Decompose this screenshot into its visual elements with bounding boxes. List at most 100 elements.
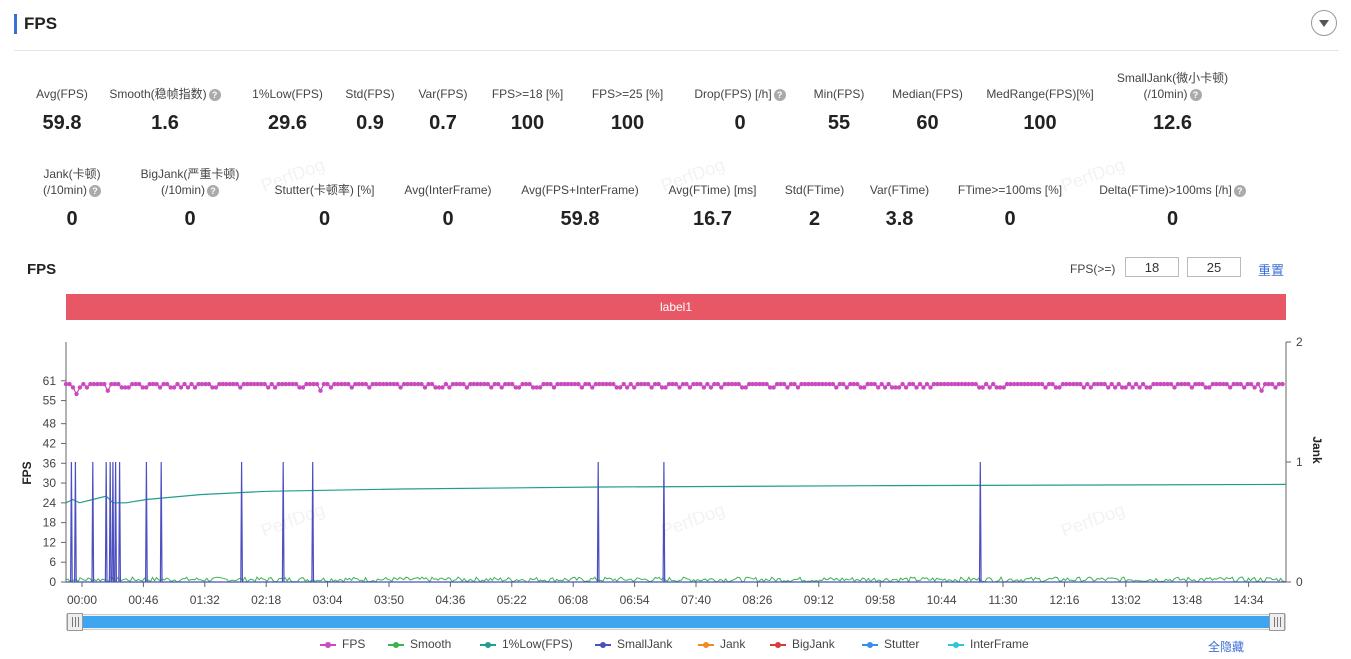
legend-item-stutter[interactable]: Stutter — [862, 637, 919, 651]
fps-point — [987, 385, 992, 390]
reset-link[interactable]: 重置 — [1258, 263, 1285, 278]
metric-label: Min(FPS) — [800, 86, 878, 102]
fps-point — [869, 381, 874, 387]
fps-point — [419, 381, 424, 387]
fps-point — [91, 381, 97, 387]
legend-item-smalljank[interactable]: SmallJank — [595, 637, 672, 651]
help-icon[interactable]: ? — [89, 184, 101, 197]
fps-point — [607, 381, 612, 387]
time-range-slider[interactable] — [66, 612, 1286, 632]
fps-point — [262, 381, 267, 387]
fps-point — [799, 381, 804, 387]
fps-point — [701, 385, 707, 390]
fps-point — [1193, 381, 1198, 387]
help-icon[interactable]: ? — [773, 88, 786, 101]
series-smooth-line — [65, 575, 1285, 583]
legend-item-interframe[interactable]: InterFrame — [948, 637, 1029, 651]
metric-8-row2: FTime>=100ms [%] 0 — [945, 182, 1075, 231]
slider-handle-right[interactable] — [1269, 613, 1285, 631]
fps-point — [827, 381, 832, 387]
fps-point — [1008, 381, 1013, 387]
metric-label: Avg(InterFrame) — [392, 182, 504, 198]
metric-label: Drop(FPS) [/h]? — [680, 86, 800, 102]
fps-point — [579, 385, 585, 390]
help-icon[interactable]: ? — [1189, 88, 1202, 101]
metric-5-row2: Avg(FTime) [ms] 16.7 — [655, 182, 770, 231]
metric-label-text: 1%Low(FPS) — [252, 87, 323, 101]
fps-point — [1015, 381, 1020, 387]
x-tick-label: 01:32 — [190, 593, 220, 607]
fps-point — [1248, 381, 1254, 387]
fps-point — [367, 385, 372, 390]
fps-point — [572, 381, 578, 387]
fps-point — [691, 381, 696, 387]
legend-item-jank[interactable]: Jank — [698, 637, 745, 651]
x-tick-label: 09:12 — [804, 593, 834, 607]
fps-point — [1050, 381, 1055, 387]
fps-point — [694, 381, 700, 387]
fps-point — [935, 381, 940, 387]
fps-point — [841, 381, 846, 387]
fps-point — [241, 381, 246, 387]
fps-point — [914, 385, 919, 390]
fps-point — [499, 385, 504, 390]
slider-handle-left[interactable] — [67, 613, 83, 631]
x-tick-label: 13:02 — [1111, 593, 1141, 607]
help-icon[interactable]: ? — [208, 88, 221, 101]
x-tick-label: 11:30 — [988, 593, 1017, 607]
fps-point — [516, 385, 522, 390]
y-tick-label: 30 — [43, 476, 57, 490]
help-icon[interactable]: ? — [1233, 184, 1246, 197]
label-bar[interactable]: label1 — [66, 294, 1286, 320]
fps-point — [1043, 385, 1048, 390]
fps-point — [126, 385, 131, 390]
fps-point — [231, 381, 236, 387]
fps-point — [238, 385, 243, 390]
fps-point — [558, 381, 564, 387]
metric-value: 59.8 — [560, 208, 600, 230]
hide-all-button[interactable]: 全隐藏 — [1208, 640, 1245, 654]
collapse-button[interactable] — [1311, 10, 1337, 36]
legend-item-fps[interactable]: FPS — [320, 637, 365, 651]
slider-selection[interactable] — [74, 616, 1276, 628]
fps-point — [1161, 381, 1167, 387]
fps-threshold-input-1[interactable] — [1125, 257, 1179, 277]
metric-label: FTime>=100ms [%] — [945, 182, 1075, 198]
fps-point — [297, 385, 302, 390]
metric-value: 0.7 — [429, 112, 457, 134]
x-tick-label: 08:26 — [742, 593, 772, 607]
fps-point — [708, 385, 714, 390]
fps-point — [1018, 381, 1024, 387]
metric-value: 1.6 — [151, 112, 179, 134]
legend-item-bigjank[interactable]: BigJank — [770, 637, 835, 651]
fps-point — [858, 385, 863, 390]
metric-label-text: FPS>=18 [%] — [491, 87, 564, 101]
metric-value: 16.7 — [693, 208, 732, 230]
fps-point — [185, 385, 191, 390]
chevron-down-icon — [1319, 20, 1329, 27]
legend-item-1-low-fps-[interactable]: 1%Low(FPS) — [480, 637, 573, 651]
fps-point — [576, 381, 581, 387]
fps-point — [1088, 385, 1094, 390]
fps-point — [1175, 381, 1181, 387]
fps-point — [1186, 381, 1191, 387]
fps-point — [1179, 381, 1184, 387]
fps-point — [206, 381, 212, 387]
fps-point — [715, 381, 720, 387]
fps-point — [562, 381, 567, 387]
x-tick-label: 05:22 — [497, 593, 527, 607]
fps-threshold-input-2[interactable] — [1187, 257, 1241, 277]
fps-point — [1130, 385, 1135, 390]
fps-point — [1004, 381, 1010, 387]
fps-point — [848, 381, 853, 387]
help-icon[interactable]: ? — [207, 184, 219, 197]
fps-point — [548, 381, 553, 387]
x-tick-label: 14:34 — [1234, 593, 1264, 607]
fps-point — [781, 381, 787, 387]
fps-point — [928, 385, 933, 390]
metric-label-text: BigJank(严重卡顿) — [140, 167, 240, 181]
fps-point — [666, 381, 672, 387]
metric-label: Std(FPS) — [335, 86, 405, 102]
legend-item-smooth[interactable]: Smooth — [388, 637, 451, 651]
fps-point — [1151, 381, 1156, 387]
